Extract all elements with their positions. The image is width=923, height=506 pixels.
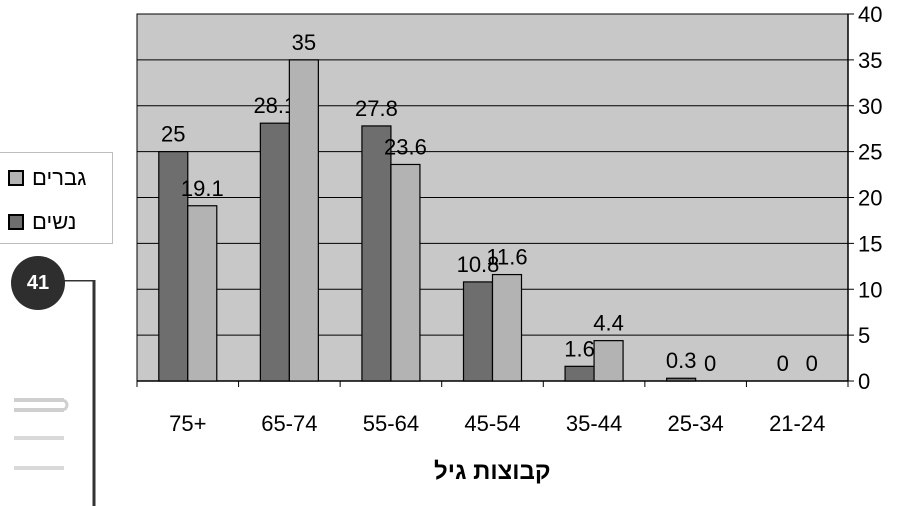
bar-men — [288, 59, 319, 382]
data-label-men: 23.6 — [384, 134, 427, 159]
legend: גברים נשים — [0, 152, 113, 244]
bar-women — [259, 122, 290, 382]
data-label-men: 0 — [806, 351, 818, 376]
x-tick-label: 21-24 — [769, 411, 825, 436]
data-label-women: 1.6 — [564, 336, 595, 361]
legend-label-men: גברים — [32, 165, 87, 190]
data-label-men: 0 — [704, 351, 716, 376]
bar-men — [390, 163, 421, 382]
data-label-men: 19.1 — [181, 176, 224, 201]
bar-women — [361, 125, 392, 382]
data-label-women: 10.8 — [457, 252, 500, 277]
bar-men — [593, 340, 624, 382]
x-tick-label: 75+ — [169, 411, 206, 436]
y-tick-label: 10 — [858, 277, 882, 302]
side-decoration — [14, 280, 96, 506]
y-tick-label: 0 — [858, 369, 870, 394]
legend-label-women: נשים — [32, 209, 77, 234]
data-label-women: 0.3 — [666, 348, 697, 373]
page-number-badge: 41 — [11, 256, 65, 310]
data-label-women: 25 — [161, 122, 185, 147]
bar-women — [564, 365, 595, 382]
bar-women — [666, 377, 697, 382]
x-tick-label: 45-54 — [464, 411, 520, 436]
legend-item-men: גברים — [8, 165, 86, 191]
y-tick-label: 5 — [858, 323, 870, 348]
x-tick-label: 35-44 — [566, 411, 622, 436]
data-label-men: 11.6 — [486, 245, 527, 270]
legend-swatch-women — [8, 214, 24, 230]
y-tick-label: 30 — [858, 94, 882, 119]
y-tick-label: 15 — [858, 231, 882, 256]
y-tick-label: 40 — [858, 2, 882, 27]
legend-item-women: נשים — [8, 209, 76, 235]
x-tick-label: 25-34 — [668, 411, 724, 436]
bar-women — [158, 151, 189, 382]
data-label-men: 4.4 — [593, 311, 624, 336]
x-axis-title: קבוצות גיל — [434, 458, 551, 485]
y-tick-label: 25 — [858, 140, 882, 165]
x-tick-label: 55-64 — [363, 411, 419, 436]
data-label-women: 0 — [777, 351, 789, 376]
legend-swatch-men — [8, 170, 24, 186]
bar-women — [462, 281, 494, 382]
data-label-women: 27.8 — [355, 96, 398, 121]
bar-men — [491, 273, 523, 382]
x-tick-label: 65-74 — [261, 411, 317, 436]
y-tick-label: 35 — [858, 48, 882, 73]
y-tick-label: 20 — [858, 186, 882, 211]
bar-men — [187, 205, 218, 382]
data-label-men: 35 — [292, 30, 316, 55]
